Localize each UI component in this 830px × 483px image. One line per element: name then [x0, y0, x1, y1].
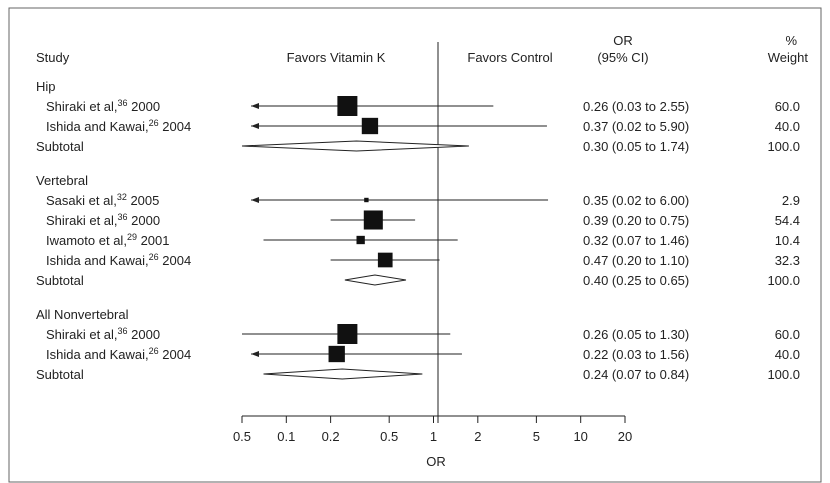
study-label: Iwamoto et al,29 2001: [46, 232, 170, 248]
study-label: Shiraki et al,36 2000: [46, 326, 160, 342]
point-estimate: [328, 345, 345, 363]
weight-value: 2.9: [782, 193, 800, 208]
weight-value: 60.0: [775, 327, 800, 342]
x-tick-label: 0.5: [233, 429, 251, 444]
group-label: Vertebral: [36, 173, 88, 188]
subtotal-label: Subtotal: [36, 273, 84, 288]
or-ci-value: 0.26 (0.03 to 2.55): [583, 99, 689, 114]
x-tick-label: 20: [618, 429, 632, 444]
ci-arrow-left: [251, 197, 259, 203]
or-ci-value: 0.26 (0.05 to 1.30): [583, 327, 689, 342]
subtotal-diamond: [344, 274, 407, 286]
header-favors-control: Favors Control: [467, 50, 552, 65]
x-tick-label: 2: [474, 429, 481, 444]
subtotal-weight-value: 100.0: [767, 367, 800, 382]
weight-value: 60.0: [775, 99, 800, 114]
point-estimate: [377, 252, 393, 268]
subtotal-weight-value: 100.0: [767, 273, 800, 288]
x-tick-label: 0.2: [322, 429, 340, 444]
plot-rows: Hip Shiraki et al,36 2000 0.26 (0.03 to 2.…: [36, 79, 800, 382]
header-weight-percent: %: [785, 33, 797, 48]
point-estimate: [356, 235, 365, 245]
or-ci-value: 0.22 (0.03 to 1.56): [583, 347, 689, 362]
subtotal-or-ci-value: 0.40 (0.25 to 0.65): [583, 273, 689, 288]
header-or-ci: (95% CI): [597, 50, 648, 65]
study-label: Sasaki et al,32 2005: [46, 192, 159, 208]
subtotal-diamond: [263, 368, 423, 380]
point-estimate: [363, 210, 383, 230]
group-label: All Nonvertebral: [36, 307, 129, 322]
point-estimate: [337, 324, 358, 344]
header-or: OR: [613, 33, 633, 48]
study-label: Ishida and Kawai,26 2004: [46, 118, 191, 134]
study-label: Ishida and Kawai,26 2004: [46, 252, 191, 268]
subtotal-diamond: [241, 140, 469, 152]
ci-arrow-left: [251, 351, 259, 357]
or-ci-value: 0.39 (0.20 to 0.75): [583, 213, 689, 228]
point-estimate: [337, 96, 358, 116]
weight-value: 40.0: [775, 347, 800, 362]
x-tick-label: 0.5: [380, 429, 398, 444]
group-label: Hip: [36, 79, 56, 94]
or-ci-value: 0.32 (0.07 to 1.46): [583, 233, 689, 248]
subtotal-label: Subtotal: [36, 139, 84, 154]
x-tick-label: 0.1: [277, 429, 295, 444]
point-estimate: [361, 117, 379, 135]
study-label: Ishida and Kawai,26 2004: [46, 346, 191, 362]
subtotal-or-ci-value: 0.30 (0.05 to 1.74): [583, 139, 689, 154]
weight-value: 32.3: [775, 253, 800, 268]
header-favors-vitamin-k: Favors Vitamin K: [287, 50, 386, 65]
weight-value: 10.4: [775, 233, 800, 248]
ci-arrow-left: [251, 123, 259, 129]
point-estimate: [364, 197, 369, 203]
or-ci-value: 0.35 (0.02 to 6.00): [583, 193, 689, 208]
header-weight: Weight: [768, 50, 809, 65]
x-axis-label: OR: [426, 454, 446, 469]
study-label: Shiraki et al,36 2000: [46, 98, 160, 114]
x-axis-ticks: 0.5 0.1 0.2 0.5 1 2 5 10 20: [233, 416, 632, 444]
header-study: Study: [36, 50, 70, 65]
subtotal-label: Subtotal: [36, 367, 84, 382]
subtotal-weight-value: 100.0: [767, 139, 800, 154]
ci-arrow-left: [251, 103, 259, 109]
x-tick-label: 5: [533, 429, 540, 444]
subtotal-or-ci-value: 0.24 (0.07 to 0.84): [583, 367, 689, 382]
study-label: Shiraki et al,36 2000: [46, 212, 160, 228]
weight-value: 54.4: [775, 213, 800, 228]
x-tick-label: 1: [430, 429, 437, 444]
x-tick-label: 10: [573, 429, 587, 444]
figure-border: [8, 7, 822, 483]
or-ci-value: 0.37 (0.02 to 5.90): [583, 119, 689, 134]
weight-value: 40.0: [775, 119, 800, 134]
or-ci-value: 0.47 (0.20 to 1.10): [583, 253, 689, 268]
